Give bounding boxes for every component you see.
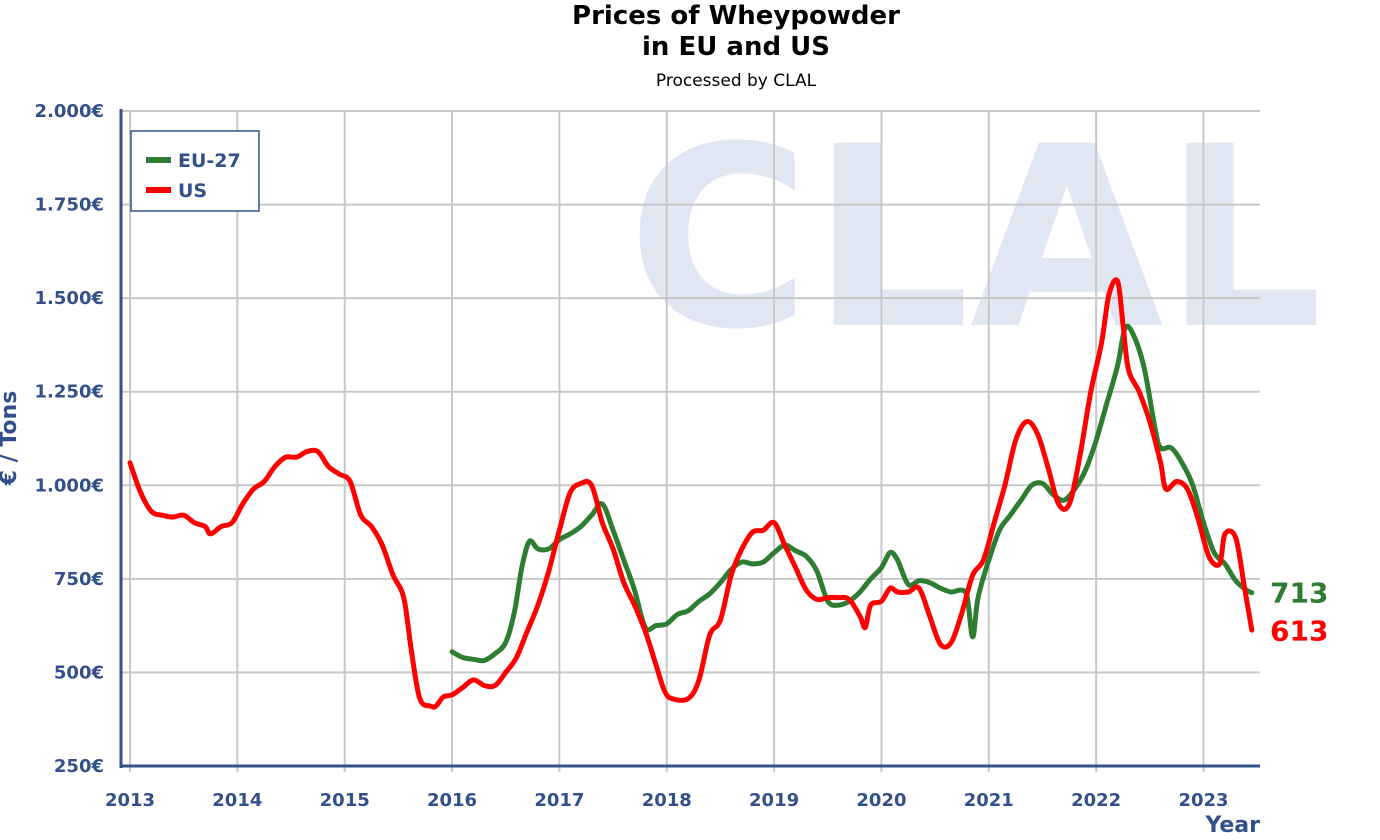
y-tick-label: 750€ xyxy=(54,569,104,590)
x-tick-label: 2014 xyxy=(212,790,262,811)
y-axis-label: € / Tons xyxy=(0,391,22,487)
chart-title: Prices of Wheypowder xyxy=(572,1,900,31)
legend-label-eu27: EU-27 xyxy=(178,150,241,172)
chart-subtitle: Processed by CLAL xyxy=(656,71,817,91)
legend: EU-27 US xyxy=(130,130,260,212)
y-tick-label: 1.250€ xyxy=(35,382,104,403)
x-tick-label: 2015 xyxy=(320,790,370,811)
y-tick-label: 1.000€ xyxy=(35,475,104,496)
x-tick-label: 2013 xyxy=(105,790,155,811)
x-tick-label: 2021 xyxy=(964,790,1014,811)
legend-label-us: US xyxy=(178,180,207,202)
watermark-text: CLAL xyxy=(627,93,1323,384)
x-tick-label: 2020 xyxy=(856,790,906,811)
x-tick-label: 2017 xyxy=(534,790,584,811)
x-axis-label: Year xyxy=(1204,813,1260,838)
y-tick-label: 2.000€ xyxy=(35,101,104,122)
end-label-us: 613 xyxy=(1270,615,1328,648)
x-tick-label: 2018 xyxy=(642,790,692,811)
x-tick-label: 2019 xyxy=(749,790,799,811)
y-tick-label: 250€ xyxy=(54,756,104,777)
legend-box xyxy=(130,130,260,212)
end-label-eu27: 713 xyxy=(1270,577,1328,610)
clal-watermark: CLAL xyxy=(627,93,1323,384)
x-tick-label: 2016 xyxy=(427,790,477,811)
y-tick-label: 1.750€ xyxy=(35,195,104,216)
y-tick-label: 500€ xyxy=(54,662,104,683)
series-line-us xyxy=(127,277,1255,710)
series-lines xyxy=(127,277,1255,710)
x-tick-label: 2023 xyxy=(1178,790,1228,811)
y-tick-label: 1.500€ xyxy=(35,288,104,309)
x-tick-label: 2022 xyxy=(1071,790,1121,811)
axes xyxy=(119,109,1260,768)
tick-labels: 250€ 500€ 750€ 1.000€ 1.250€ 1.500€ 1.750€ 2.00… xyxy=(35,101,1229,811)
chart-title-line2: in EU and US xyxy=(642,32,830,62)
